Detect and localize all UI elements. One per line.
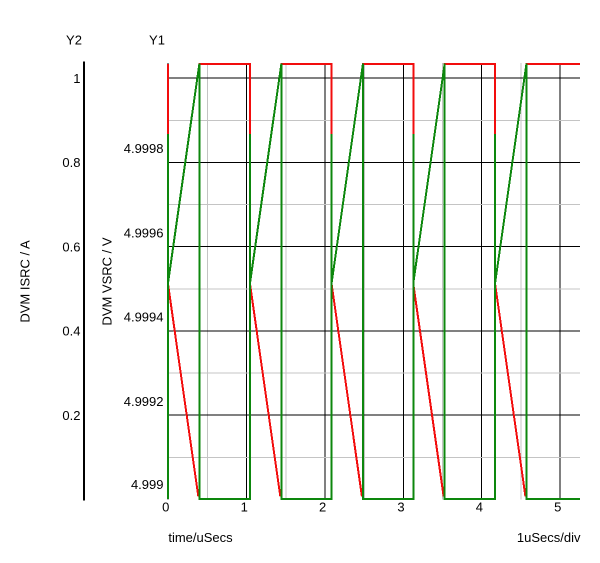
svg-text:2: 2 [319,500,326,515]
svg-text:1uSecs/div: 1uSecs/div [517,530,581,545]
svg-text:Y2: Y2 [66,33,82,48]
svg-text:4.999: 4.999 [131,477,164,492]
svg-text:time/uSecs: time/uSecs [168,530,233,545]
svg-text:Y1: Y1 [149,33,165,48]
svg-text:0.2: 0.2 [62,408,80,423]
svg-text:0.6: 0.6 [62,239,80,254]
svg-text:0: 0 [162,500,169,515]
svg-text:1: 1 [241,500,248,515]
svg-text:1: 1 [73,71,80,86]
svg-text:4.9998: 4.9998 [124,141,164,156]
svg-text:4.9992: 4.9992 [124,394,164,409]
svg-text:4.9994: 4.9994 [124,310,164,325]
svg-text:DVM VSRC / V: DVM VSRC / V [100,237,115,325]
svg-text:4.9996: 4.9996 [124,225,164,240]
svg-text:3: 3 [397,500,404,515]
svg-text:DVM ISRC / A: DVM ISRC / A [18,240,33,323]
svg-text:0.4: 0.4 [62,324,80,339]
svg-text:5: 5 [554,500,561,515]
svg-text:0.8: 0.8 [62,155,80,170]
svg-text:4: 4 [476,500,483,515]
